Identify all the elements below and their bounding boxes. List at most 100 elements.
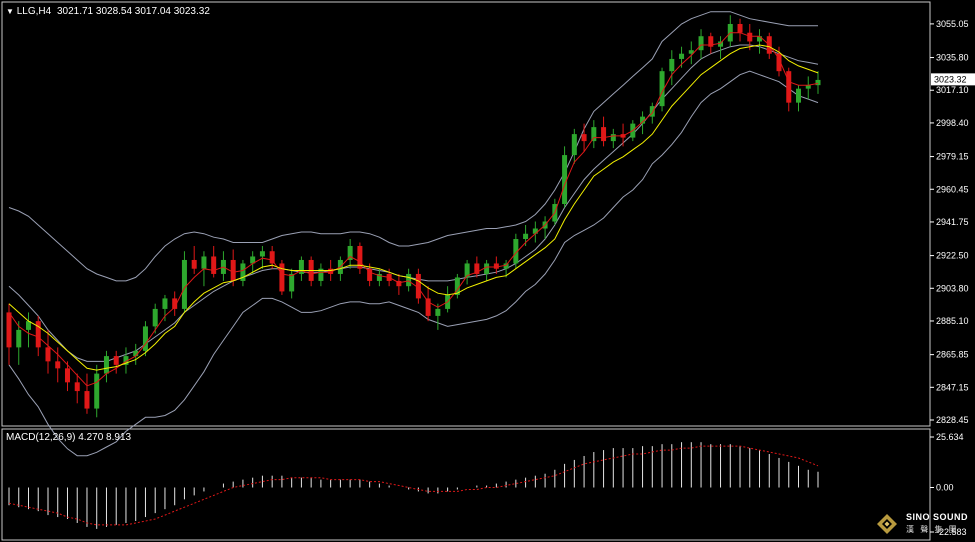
price-tick-label: 3017.10	[936, 85, 969, 95]
candle-body	[474, 263, 480, 274]
candle-body	[396, 280, 402, 287]
candle-body	[6, 312, 12, 348]
candle-body	[425, 298, 431, 316]
candle-body	[747, 32, 753, 42]
price-tick-label: 2828.45	[936, 415, 969, 425]
price-series-layer	[6, 11, 821, 457]
candle-body	[610, 134, 616, 142]
candle-body	[240, 263, 246, 281]
candle-body	[718, 41, 724, 47]
candle-body	[259, 251, 265, 257]
price-tick-label: 3035.80	[936, 53, 969, 63]
candle-body	[45, 347, 51, 362]
moving-average-yellow-line	[8, 44, 819, 371]
candle-body	[152, 308, 158, 327]
ohlc-values: 3021.71 3028.54 3017.04 3023.32	[56, 6, 210, 17]
bollinger-lower-line	[8, 70, 819, 457]
candle-body	[367, 268, 373, 281]
candle-body	[191, 259, 197, 269]
candle-body	[679, 53, 685, 59]
price-tick-label: 2941.75	[936, 217, 969, 227]
candle-body	[201, 256, 207, 269]
symbol-header: ▼ LLG,H4 3021.71 3028.54 3017.04 3023.32	[6, 6, 210, 17]
price-tick-label: 3055.05	[936, 19, 969, 29]
candle-body	[94, 373, 100, 409]
current-price-box	[931, 73, 975, 86]
current-price-label: 3023.32	[934, 74, 967, 84]
candle-body	[230, 259, 236, 281]
candle-body	[513, 238, 519, 264]
symbol-label: LLG,H4	[16, 6, 52, 17]
candle-body	[503, 263, 509, 269]
candle-body	[25, 321, 31, 330]
candle-body	[571, 134, 577, 156]
macd-tick-label: -22.583	[936, 527, 967, 537]
macd-tick-label: 0.00	[936, 483, 954, 493]
candle-body	[318, 268, 324, 281]
candle-body	[84, 391, 90, 409]
candle-body	[659, 71, 665, 107]
candle-body	[406, 273, 412, 287]
candle-body	[55, 361, 61, 369]
candle-body	[172, 298, 178, 309]
brand-subtitle: 漢 聲 集 團	[906, 525, 959, 534]
candle-body	[376, 273, 382, 281]
candle-body	[123, 356, 129, 365]
candle-body	[74, 382, 80, 392]
candle-body	[698, 36, 704, 51]
price-tick-label: 2922.50	[936, 251, 969, 261]
macd-panel-frame	[1, 428, 931, 541]
candle-body	[737, 23, 743, 33]
candle-body	[328, 268, 334, 274]
candle-body	[532, 228, 538, 234]
macd-tick-label: 25.634	[936, 432, 964, 442]
candle-body	[757, 36, 763, 42]
price-panel-frame	[1, 1, 931, 427]
candle-body	[493, 263, 499, 269]
candle-body	[796, 88, 802, 103]
candle-body	[298, 259, 304, 274]
candle-body	[181, 259, 187, 309]
candle-body	[649, 106, 655, 117]
candle-body	[250, 256, 256, 264]
candle-body	[581, 134, 587, 142]
candle-body	[269, 251, 275, 264]
bollinger-upper-line	[8, 11, 818, 282]
macd-label: MACD(12,26,9) 4.270 8.913	[6, 432, 132, 443]
candle-body	[347, 245, 353, 260]
candle-body	[103, 356, 109, 374]
candle-body	[708, 36, 714, 47]
candle-body	[464, 263, 470, 278]
candle-body	[484, 263, 490, 274]
candle-body	[815, 79, 821, 86]
price-tick-label: 2979.15	[936, 152, 969, 162]
candle-body	[776, 53, 782, 72]
candle-body	[279, 263, 285, 292]
candle-body	[133, 350, 139, 357]
price-tick-label: 2903.80	[936, 283, 969, 293]
candle-body	[562, 155, 568, 205]
brand-logo: SINO SOUND 漢 聲 集 團	[876, 510, 974, 540]
candle-body	[415, 273, 421, 299]
candle-body	[805, 85, 811, 89]
candle-body	[640, 116, 646, 124]
price-tick-label: 2998.40	[936, 118, 969, 128]
collapse-triangle-icon[interactable]: ▼	[6, 7, 14, 16]
candle-body	[435, 308, 441, 316]
candle-body	[64, 368, 70, 383]
candle-body	[289, 273, 295, 292]
brand-emblem-icon	[877, 514, 897, 534]
candle-body	[454, 277, 460, 295]
macd-signal-line	[8, 445, 819, 526]
price-axis: 3055.05 3035.80 3017.10 2998.40 2979.15 2960.…	[930, 19, 975, 425]
moving-average-red-line	[8, 32, 819, 387]
macd-header: MACD(12,26,9) 4.270 8.913	[6, 432, 131, 443]
candle-body	[16, 329, 22, 348]
candle-body	[142, 326, 148, 351]
price-tick-label: 2885.10	[936, 316, 969, 326]
candle-body	[211, 256, 217, 274]
macd-series-layer	[8, 442, 819, 529]
candle-body	[669, 58, 675, 72]
